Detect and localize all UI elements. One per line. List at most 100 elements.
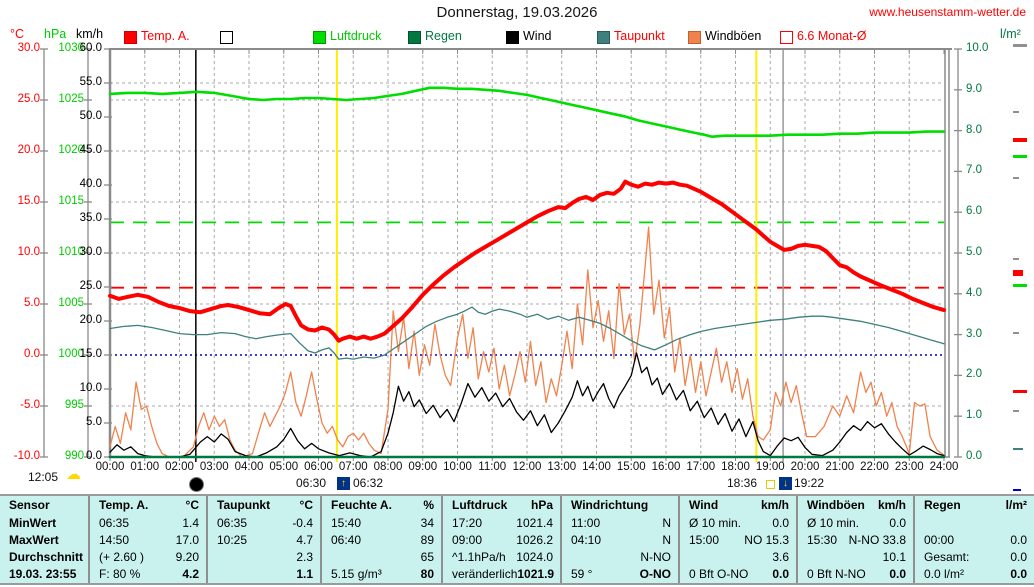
sunset-square-icon	[766, 480, 775, 489]
legend-swatch-2	[313, 31, 326, 44]
weather-chart	[40, 44, 1027, 491]
sunrise-time-2: 06:32	[353, 476, 384, 490]
table-col-header: Wind km/h	[689, 498, 789, 512]
x-axis-label: 24:00	[929, 461, 959, 473]
website-link[interactable]: www.heusenstamm-wetter.de	[869, 5, 1026, 19]
axis-tick-label-rain_lm2: 10.0	[966, 42, 989, 54]
right-edge-marker	[1013, 155, 1027, 158]
table-col-wind: Wind km/h Ø 10 min. 0.0 15:00 NO 15.3 3.6 0 Bft…	[678, 496, 796, 583]
axis-tick-label-wind_kmh: 35.0	[79, 212, 102, 224]
axis-tick-label-pressure_hpa: 995	[64, 399, 84, 411]
right-edge-marker	[1013, 390, 1027, 393]
x-axis-label: 19:00	[755, 461, 785, 473]
table-cell: (+ 2.60 ) 9.20	[99, 550, 199, 564]
table-cell: 04:10 N	[571, 533, 671, 547]
axis-tick-label-rain_lm2: 4.0	[966, 286, 982, 299]
x-axis-label: 11:00	[478, 461, 507, 473]
table-cell: 15:30 N-NO 33.8	[807, 533, 906, 547]
axis-tick-label-pressure_hpa: 1020	[58, 144, 84, 156]
table-row-label: 19.03. 23:55	[9, 567, 77, 581]
table-cell: 06:35 -0.4	[217, 516, 313, 530]
x-axis-label: 00:00	[95, 461, 125, 473]
table-col-feuchte-a-: Feuchte A.% 15:40 34 06:40 89 65 5.15 g/m³ 80	[320, 496, 441, 583]
table-cell: Gesamt: 0.0	[924, 550, 1027, 564]
legend-label-0: Temp. A.	[141, 29, 190, 43]
axis-tick-label-wind_kmh: 0.0	[86, 450, 102, 462]
axis-tick-label-pressure_hpa: 1010	[58, 246, 84, 258]
sunrise-time-1: 06:30	[296, 476, 327, 490]
cloud-icon: ☁	[66, 466, 81, 483]
table-cell: 2.3	[296, 550, 313, 564]
table-cell: 65	[420, 550, 434, 564]
table-cell: 15:00 NO 15.3	[689, 533, 789, 547]
axis-tick-label-wind_kmh: 5.0	[86, 416, 102, 428]
axis-tick-label-wind_kmh: 50.0	[79, 110, 102, 122]
x-axis-label: 18:00	[721, 461, 750, 473]
table-cell: 09:00 1026.2	[452, 533, 553, 547]
noon-time-label: 12:05	[28, 470, 59, 484]
right-edge-marker	[1013, 284, 1027, 287]
series-taupunkt	[109, 306, 945, 360]
right-edge-marker	[1013, 489, 1021, 491]
table-cell: 1.1	[296, 567, 313, 581]
axis-tick-label-rain_lm2: 9.0	[966, 82, 982, 95]
x-axis-label: 01:00	[130, 461, 160, 473]
series-temp-a-	[108, 179, 946, 343]
table-col-luftdruck: Luftdruck hPa 17:20 1021.4 09:00 1026.2 ^1.1hP…	[441, 496, 560, 583]
table-cell: 14:50 17.0	[99, 533, 199, 547]
legend-label-3: Regen	[425, 29, 462, 43]
axis-tick-label-temp_c: 0.0	[24, 348, 40, 360]
x-axis-label: 13:00	[547, 461, 577, 473]
axis-tick-label-wind_kmh: 30.0	[79, 246, 102, 258]
table-cell: 59 ° O-NO	[571, 567, 671, 581]
axis-tick-label-temp_c: -10.0	[13, 450, 40, 462]
table-col-taupunkt: Taupunkt °C 06:35 -0.4 10:25 4.7 2.3 1.1	[206, 496, 320, 583]
legend-label-2: Luftdruck	[330, 29, 382, 43]
axis-tick-label-wind_kmh: 20.0	[79, 314, 102, 326]
axis-tick-label-wind_kmh: 60.0	[79, 42, 102, 54]
sunset-time: 18:36	[727, 476, 758, 490]
legend-swatch-3	[408, 31, 421, 44]
axis-tick-label-pressure_hpa: 990	[64, 450, 84, 462]
axis-tick-label-temp_c: 20.0	[17, 144, 40, 156]
right-edge-marker	[1013, 448, 1023, 450]
table-col-header: Regen l/m²	[924, 498, 1027, 512]
table-cell: 00:00 0.0	[924, 533, 1027, 547]
table-cell: 10.1	[882, 550, 906, 564]
axis-tick-label-rain_lm2: 2.0	[966, 368, 982, 381]
legend-label-4: Wind	[523, 29, 552, 43]
x-axis-label: 02:00	[165, 461, 194, 473]
legend-swatch-1	[220, 31, 233, 44]
axis-tick-label-temp_c: 15.0	[17, 195, 40, 207]
legend-swatch-5	[597, 31, 610, 44]
sensor-table: Sensor MinWert MaxWert Durchschnitt 19.03. 2…	[0, 494, 1034, 585]
axis-tick-label-wind_kmh: 55.0	[79, 76, 102, 88]
table-col-header: Windrichtung	[571, 498, 649, 512]
x-axis-label: 10:00	[443, 461, 472, 473]
x-axis-label: 20:00	[790, 461, 820, 473]
x-axis-label: 21:00	[825, 461, 855, 473]
table-cell: 06:35 1.4	[99, 516, 199, 530]
table-cell: 11:00 N	[571, 516, 671, 530]
right-edge-marker	[1013, 270, 1023, 276]
axis-tick-label-rain_lm2: 8.0	[966, 123, 982, 136]
x-axis-label: 08:00	[373, 461, 403, 473]
legend-label-5: Taupunkt	[614, 29, 665, 43]
axis-tick-label-pressure_hpa: 1015	[58, 195, 84, 207]
axis-unit-hPa: hPa	[44, 27, 67, 41]
table-cell: 5.15 g/m³ 80	[331, 567, 434, 581]
series-wind	[109, 352, 945, 458]
right-edge-marker	[1013, 111, 1019, 113]
table-row-label: MinWert	[9, 516, 57, 530]
x-axis-label: 22:00	[860, 461, 889, 473]
axis-tick-label-wind_kmh: 45.0	[79, 144, 102, 156]
table-col-header: Feuchte A.%	[331, 498, 434, 512]
legend-swatch-0	[124, 31, 137, 44]
legend-swatch-7	[780, 31, 793, 44]
x-axis-label: 09:00	[408, 461, 438, 473]
x-axis-label: 17:00	[686, 461, 716, 473]
table-cell: 0 Bft O-NO 0.0	[689, 567, 789, 581]
axis-unit-kmh: km/h	[76, 27, 104, 41]
axis-tick-label-rain_lm2: 1.0	[966, 409, 982, 422]
